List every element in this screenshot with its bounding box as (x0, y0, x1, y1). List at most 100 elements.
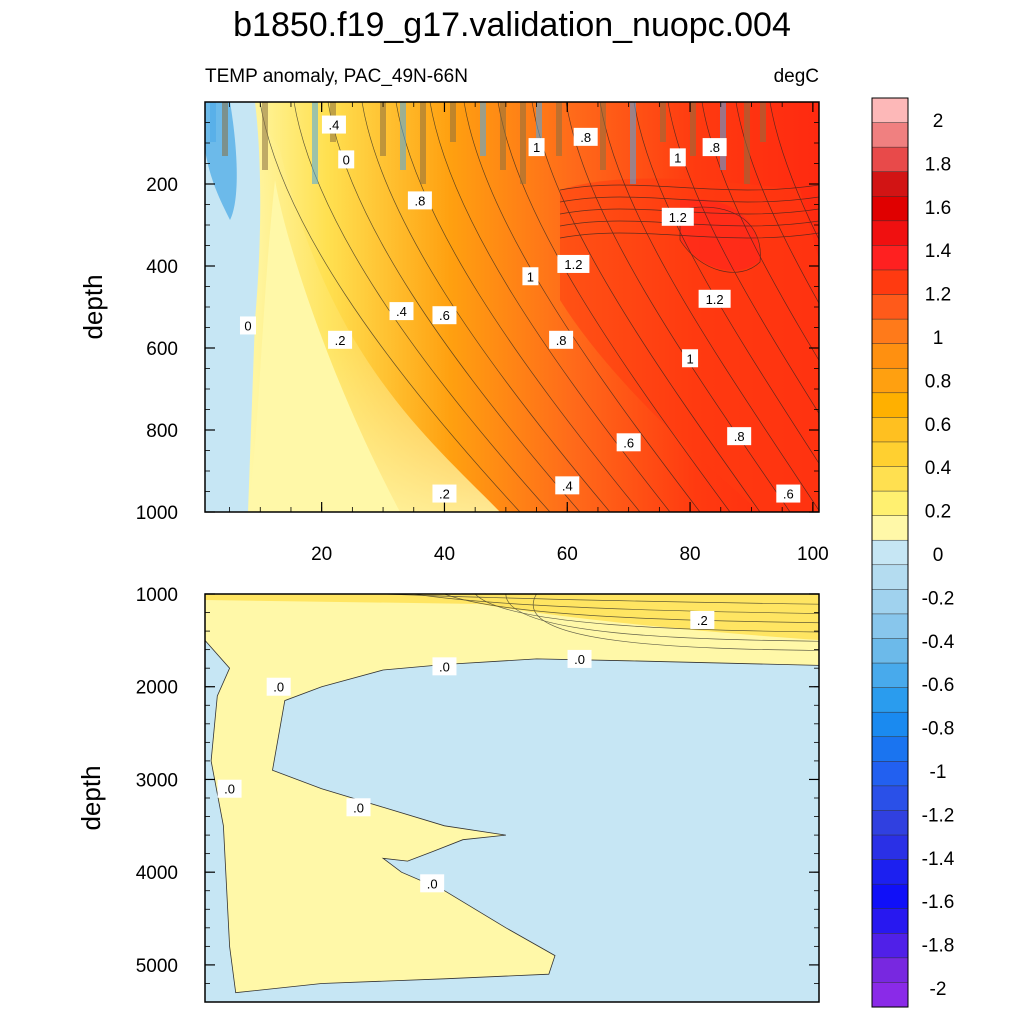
colorbar-swatch (871, 564, 909, 590)
contour-label: .8 (727, 427, 752, 446)
colorbar-label: -1 (930, 762, 947, 783)
upper-contour-line (559, 232, 819, 239)
upper-stripe (690, 102, 696, 156)
contour-label: .0 (217, 779, 242, 798)
contour-label-text: .4 (396, 304, 407, 319)
contour-label-box (266, 677, 291, 696)
colorbar-label: 0 (933, 545, 944, 566)
lower-contours (383, 594, 819, 651)
colorbar-swatch (871, 294, 909, 320)
contour-label-box (420, 874, 445, 893)
colorbar-swatch (871, 196, 909, 222)
contour-label-text: .2 (335, 333, 346, 348)
upper-stripe (660, 102, 666, 142)
colorbar-label: 1.6 (925, 198, 951, 219)
upper-stripe (400, 102, 406, 170)
contour-label-box (557, 254, 590, 273)
upper-stripe (536, 102, 542, 142)
x-tick-label: 100 (797, 544, 829, 565)
colorbar-label: -0.8 (922, 719, 955, 740)
contour-label: .6 (776, 484, 801, 503)
contour-label-text: 1.2 (564, 257, 582, 272)
chart-title: b1850.f19_g17.validation_nuopc.004 (233, 6, 791, 44)
contour-label-box (522, 267, 539, 286)
contour-label-text: 1 (527, 269, 534, 284)
contour-label-text: .0 (224, 782, 235, 797)
contour-label: .4 (321, 115, 346, 134)
contour-label-box (389, 302, 414, 321)
colorbar-swatch (871, 957, 909, 983)
contour-label: 1.2 (557, 254, 590, 273)
colorbar-swatch (871, 613, 909, 640)
contour-label: .2 (690, 610, 715, 629)
contour-label-text: 1 (674, 150, 681, 165)
y-tick-label: 600 (146, 339, 178, 360)
upper-contour-line (463, 102, 701, 512)
lower-positive-region (205, 594, 819, 994)
contour-label-text: .0 (273, 680, 284, 695)
units-subtitle: degC (774, 66, 819, 87)
lower-field (205, 594, 819, 1002)
contour-label: 1 (682, 349, 699, 368)
colorbar-label: -1.4 (922, 849, 955, 870)
colorbar-swatch (871, 933, 909, 959)
upper-stripe (520, 102, 526, 184)
colorbar-swatch (871, 269, 909, 296)
upper-stripe (744, 102, 750, 184)
contour-label: .4 (555, 476, 580, 495)
contour-label-box (616, 433, 641, 452)
contour-label-text: .0 (574, 652, 585, 667)
contour-label-box (690, 610, 715, 629)
lower-contour-line (474, 594, 819, 633)
colorbar-swatch (871, 343, 909, 369)
contour-label: 1 (528, 138, 545, 157)
upper-y-ticks: 200 400 600 800 1000 (136, 101, 819, 524)
upper-stripe (222, 102, 228, 156)
colorbar-label: 0.4 (925, 458, 952, 479)
colorbar-label: 0.8 (925, 371, 951, 392)
contour-label-box (328, 330, 353, 349)
upper-ylabel: depth (78, 274, 108, 339)
upper-contour-line (565, 102, 791, 512)
contour-label-box (346, 798, 371, 817)
contour-label-text: 1.2 (706, 292, 724, 307)
lower-contour-line (533, 594, 819, 651)
left-subtitle: TEMP anomaly, PAC_49N-66N (205, 66, 468, 87)
contour-label-box (432, 306, 457, 325)
lower-contour-line (505, 594, 819, 642)
upper-stripe (380, 102, 386, 156)
contour-label-text: .2 (697, 613, 708, 628)
colorbar-swatch (871, 736, 909, 762)
colorbar-swatch (871, 490, 909, 517)
colorbar-swatch (871, 392, 909, 418)
colorbar-label: -1.8 (922, 936, 955, 957)
colorbar-label: -2 (930, 979, 947, 1000)
contour-label: .2 (432, 484, 457, 503)
x-tick-label: 40 (434, 544, 455, 565)
y-tick-label: 3000 (136, 770, 178, 791)
contour-label-box (321, 115, 346, 134)
x-tick-label: 60 (557, 544, 578, 565)
upper-contour-line (559, 184, 819, 191)
contour-label-box (727, 427, 752, 446)
colorbar-swatch (871, 220, 909, 246)
colorbar-swatch (871, 638, 909, 664)
contour-label: .0 (420, 874, 445, 893)
contour-label: 1.2 (698, 289, 731, 308)
upper-stripe (556, 102, 562, 156)
contour-label: .2 (328, 330, 353, 349)
upper-stripe (600, 102, 606, 170)
contour-label-text: .0 (353, 800, 364, 815)
colorbar-swatch (871, 245, 909, 271)
colorbar-swatch (871, 883, 909, 910)
upper-contour-labels: .4 0 1 .8 1 .8 .8 1.2 1.2 1 1.2 .4 .6 0 .2 .8 1 .6 .8 .4 .2.… (239, 115, 801, 503)
y-tick-label: 4000 (136, 863, 178, 884)
upper-stripe (450, 102, 456, 142)
colorbar-label: 1 (933, 328, 944, 349)
x-tick-label: 80 (679, 544, 700, 565)
contour-label-box (573, 127, 598, 146)
upper-contour-line (293, 102, 551, 512)
contour-label-box (661, 207, 694, 226)
contour-label-text: .6 (623, 435, 634, 450)
colorbar-swatch (871, 367, 909, 394)
